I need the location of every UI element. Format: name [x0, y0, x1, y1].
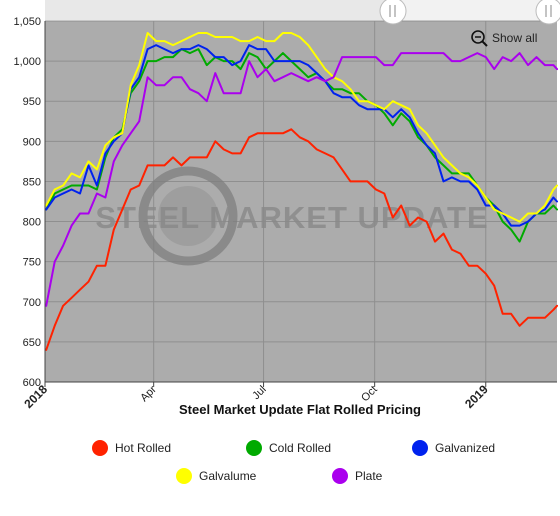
plot-area — [45, 21, 557, 382]
y-tick-label: 800 — [23, 217, 41, 229]
legend-item-plate[interactable]: Plate — [332, 468, 383, 484]
legend-marker-galvanized — [412, 440, 428, 456]
series-line-galvanized — [45, 44, 558, 227]
navigator-handle-right[interactable] — [535, 0, 560, 25]
legend-label-cold-rolled: Cold Rolled — [269, 441, 331, 455]
legend-label-galvanized: Galvanized — [435, 441, 495, 455]
y-tick-label: 1,000 — [13, 56, 41, 68]
x-tick-label: 2019 — [462, 382, 491, 411]
chart-title: Steel Market Update Flat Rolled Pricing — [179, 402, 421, 417]
legend-label-plate: Plate — [355, 469, 383, 483]
legend-label-hot-rolled: Hot Rolled — [115, 441, 171, 455]
series-line-hot-rolled — [45, 128, 558, 351]
y-axis-ticks: 600 650 700 750 800 850 900 950 1,000 1,050 — [13, 16, 41, 389]
legend-item-hot-rolled[interactable]: Hot Rolled — [92, 440, 171, 456]
zoom-out-icon — [471, 30, 485, 44]
watermark-logo: STEEL MARKET UPDATE — [95, 166, 488, 266]
x-tick-label: Jul — [250, 384, 268, 402]
navigator-window[interactable] — [45, 0, 395, 20]
series-line-plate — [45, 52, 558, 307]
y-tick-label: 600 — [23, 377, 41, 389]
y-tick-label: 700 — [23, 297, 41, 309]
legend-marker-galvalume — [176, 468, 192, 484]
legend-label-galvalume: Galvalume — [199, 469, 257, 483]
legend-item-galvalume[interactable]: Galvalume — [176, 468, 257, 484]
legend-item-galvanized[interactable]: Galvanized — [412, 440, 495, 456]
navigator-handle-left[interactable] — [379, 0, 407, 25]
legend-marker-plate — [332, 468, 348, 484]
legend: Hot Rolled Cold Rolled Galvanized Galvalume… — [92, 440, 495, 484]
y-tick-label: 1,050 — [13, 16, 41, 28]
y-tick-label: 650 — [23, 337, 41, 349]
show-all-button[interactable]: Show all — [471, 30, 537, 47]
legend-marker-cold-rolled — [246, 440, 262, 456]
series-layer — [45, 32, 558, 351]
show-all-label: Show all — [492, 31, 537, 45]
y-tick-label: 950 — [23, 96, 41, 108]
y-tick-label: 850 — [23, 176, 41, 188]
legend-item-cold-rolled[interactable]: Cold Rolled — [246, 440, 331, 456]
legend-marker-hot-rolled — [92, 440, 108, 456]
x-tick-label: Apr — [138, 383, 159, 404]
watermark-text: STEEL MARKET UPDATE — [95, 200, 488, 235]
series-line-galvalume — [45, 32, 558, 223]
zoom-out-icon-handle — [481, 40, 488, 47]
y-tick-label: 750 — [23, 257, 41, 269]
y-tick-label: 900 — [23, 136, 41, 148]
